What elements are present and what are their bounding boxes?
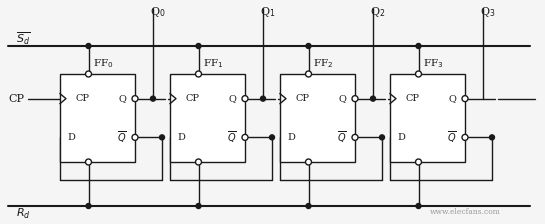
Text: Q$_3$: Q$_3$ xyxy=(480,5,496,19)
Text: CP: CP xyxy=(295,94,309,103)
Circle shape xyxy=(352,134,358,140)
Circle shape xyxy=(160,135,165,140)
Text: D: D xyxy=(287,133,295,142)
Circle shape xyxy=(196,159,202,165)
Bar xyxy=(390,74,465,162)
Text: $\overline{S_d}$: $\overline{S_d}$ xyxy=(16,31,31,47)
Text: Q: Q xyxy=(448,94,456,103)
Circle shape xyxy=(489,135,494,140)
Text: Q: Q xyxy=(228,94,236,103)
Circle shape xyxy=(306,43,311,49)
Circle shape xyxy=(352,96,358,102)
Text: $\overline{Q}$: $\overline{Q}$ xyxy=(227,129,237,145)
Text: $\overline{R_d}$: $\overline{R_d}$ xyxy=(16,205,31,221)
Circle shape xyxy=(242,96,248,102)
Text: $\overline{Q}$: $\overline{Q}$ xyxy=(447,129,457,145)
Circle shape xyxy=(462,96,468,102)
Text: www.elecfans.com: www.elecfans.com xyxy=(430,208,501,216)
Circle shape xyxy=(150,96,155,101)
Circle shape xyxy=(416,203,421,209)
Text: CP: CP xyxy=(75,94,89,103)
Circle shape xyxy=(371,96,376,101)
Text: Q: Q xyxy=(118,94,126,103)
Circle shape xyxy=(196,43,201,49)
Circle shape xyxy=(261,96,265,101)
Text: D: D xyxy=(397,133,405,142)
Circle shape xyxy=(416,43,421,49)
Circle shape xyxy=(132,96,138,102)
Text: FF$_3$: FF$_3$ xyxy=(423,58,444,70)
Circle shape xyxy=(269,135,275,140)
Text: FF$_0$: FF$_0$ xyxy=(93,58,114,70)
Circle shape xyxy=(196,203,201,209)
Circle shape xyxy=(132,134,138,140)
Text: D: D xyxy=(67,133,75,142)
Text: $\overline{Q}$: $\overline{Q}$ xyxy=(117,129,127,145)
Text: CP: CP xyxy=(185,94,199,103)
Text: $\overline{Q}$: $\overline{Q}$ xyxy=(337,129,347,145)
Text: Q$_1$: Q$_1$ xyxy=(261,5,276,19)
Circle shape xyxy=(306,159,312,165)
Circle shape xyxy=(379,135,385,140)
Circle shape xyxy=(242,134,248,140)
Circle shape xyxy=(462,134,468,140)
Circle shape xyxy=(306,71,312,77)
Circle shape xyxy=(196,71,202,77)
Bar xyxy=(170,74,245,162)
Text: D: D xyxy=(177,133,185,142)
Circle shape xyxy=(306,203,311,209)
Text: CP: CP xyxy=(405,94,419,103)
Text: Q$_0$: Q$_0$ xyxy=(150,5,166,19)
Circle shape xyxy=(415,71,421,77)
Circle shape xyxy=(415,159,421,165)
Text: Q: Q xyxy=(338,94,346,103)
Circle shape xyxy=(86,159,92,165)
Bar xyxy=(60,74,135,162)
Bar xyxy=(280,74,355,162)
Circle shape xyxy=(86,203,91,209)
Text: FF$_2$: FF$_2$ xyxy=(313,58,334,70)
Circle shape xyxy=(86,43,91,49)
Text: Q$_2$: Q$_2$ xyxy=(370,5,386,19)
Text: FF$_1$: FF$_1$ xyxy=(203,58,224,70)
Text: CP: CP xyxy=(8,94,24,104)
Circle shape xyxy=(86,71,92,77)
